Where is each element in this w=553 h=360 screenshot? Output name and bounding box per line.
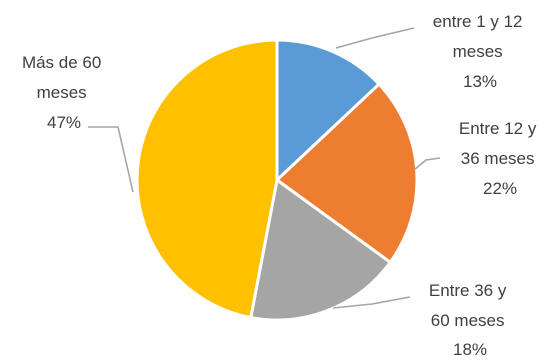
slice-label-mas-60-meses-line1: Más de 60 — [22, 53, 101, 72]
pie-slice-1-12-meses — [275, 38, 381, 182]
leader-line-36-60-meses — [332, 296, 411, 309]
slice-label-36-60-meses-line2: 60 meses — [431, 311, 505, 330]
leader-line-mas-60-meses — [88, 126, 134, 193]
pie-slice-mas-60-meses — [135, 38, 279, 320]
slice-label-12-36-meses-line2: 36 meses — [461, 149, 535, 168]
slice-label-1-12-meses-line1: entre 1 y 12 — [433, 12, 523, 31]
slice-pct-12-36-meses: 22% — [483, 179, 517, 198]
slice-pct-mas-60-meses: 47% — [47, 113, 81, 132]
pie-slice-12-36-meses — [275, 82, 419, 264]
slice-label-1-12-meses-line2: meses — [453, 42, 503, 61]
svg-text:Entre 36 y 60 meses: Entre 36 y 60 meses 18% — [429, 281, 511, 359]
slice-label-12-36-meses-line1: Entre 12 y — [459, 119, 537, 138]
slice-pct-1-12-meses: 13% — [463, 72, 497, 91]
slice-pct-36-60-meses: 18% — [453, 340, 487, 359]
leader-line-12-36-meses — [413, 157, 441, 171]
svg-text:entre 1 y 12 meses: entre 1 y 12 meses 13% — [433, 12, 528, 91]
svg-text:Entre 12 y 36 meses: Entre 12 y 36 meses 22% — [459, 119, 541, 198]
svg-text:Más de 60 meses 47: Más de 60 meses 47% — [22, 53, 106, 132]
pie-slice-36-60-meses — [249, 178, 392, 322]
slice-label-mas-60-meses-line2: meses — [37, 83, 87, 102]
leader-line-1-12-meses — [335, 27, 415, 49]
slice-label-36-60-meses-line1: Entre 36 y — [429, 281, 507, 300]
